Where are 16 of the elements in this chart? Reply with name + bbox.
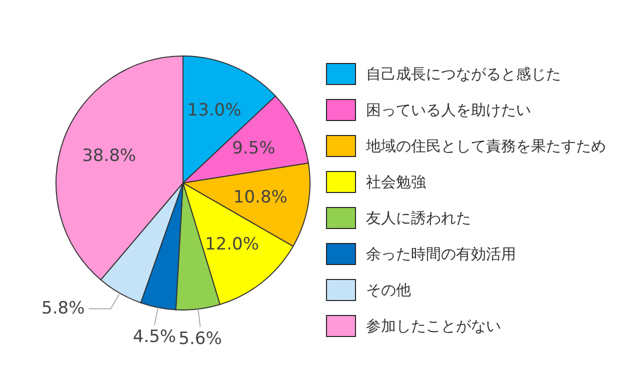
data-label: 38.8% (82, 146, 136, 166)
data-label: 12.0% (205, 234, 260, 255)
legend-label: 地域の住民として責務を果たすため (366, 136, 606, 156)
data-label: 5.6% (178, 328, 222, 349)
legend-label: 社会勉強 (366, 172, 426, 192)
data-label: 4.5% (132, 327, 176, 348)
legend-label: その他 (366, 280, 411, 300)
legend-label: 参加したことがない (366, 316, 501, 336)
legend-label: 余った時間の有効活用 (366, 244, 516, 264)
data-label: 5.8% (42, 298, 85, 319)
data-label: 9.5% (232, 138, 276, 158)
legend-label: 友人に誘われた (366, 208, 471, 228)
data-label: 13.0% (187, 100, 242, 121)
legend-label: 困っている人を助けたい (366, 100, 531, 120)
data-label: 10.8% (233, 187, 288, 208)
legend-label: 自己成長につながると感じた (366, 64, 561, 84)
